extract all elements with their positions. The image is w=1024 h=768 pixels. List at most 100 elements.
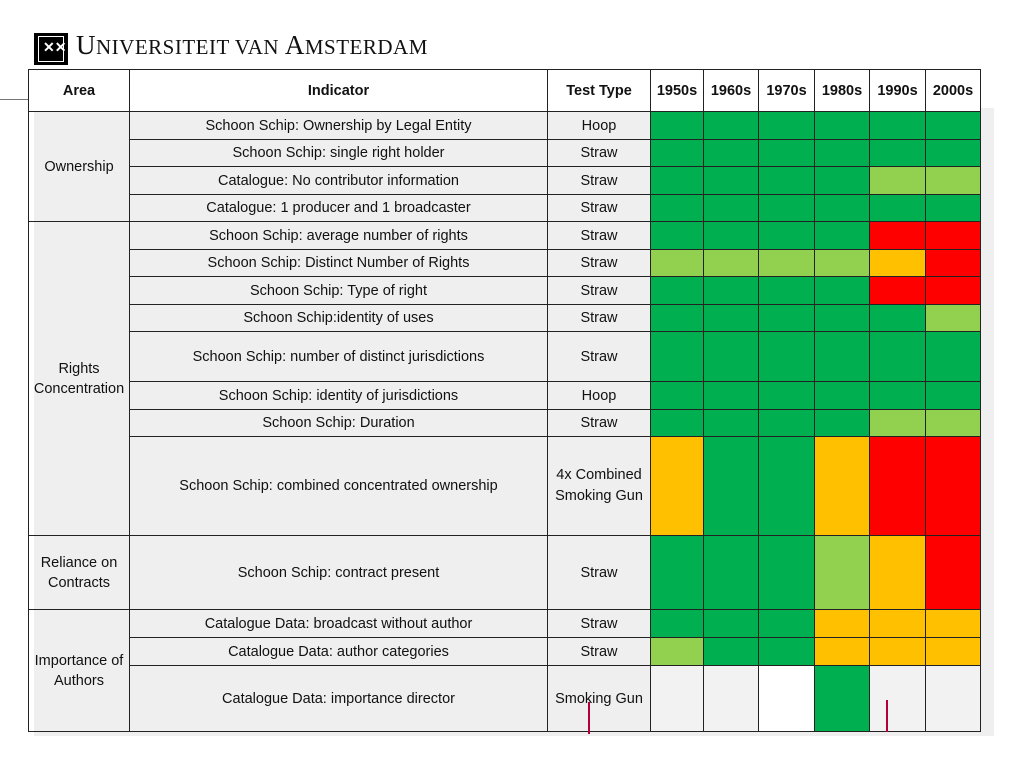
table-row: Schoon Schip: combined concentrated owne… <box>29 436 981 536</box>
rating-cell <box>814 249 870 277</box>
university-name: UNIVERSITEIT VAN AMSTERDAM <box>76 30 428 60</box>
test-type-cell: Straw <box>547 304 651 332</box>
rating-cell <box>814 665 870 732</box>
cursor-marker <box>886 700 888 732</box>
header-decade: 1990s <box>869 69 926 112</box>
rating-cell <box>869 381 926 410</box>
rating-cell <box>650 111 704 140</box>
table-row: Rights Concentration Schoon Schip: avera… <box>28 221 981 536</box>
test-type-cell: Hoop <box>547 381 651 410</box>
rating-cell <box>925 609 981 638</box>
rating-cell <box>869 221 926 250</box>
rating-cell <box>703 535 759 610</box>
rating-cell <box>703 609 759 638</box>
rating-cell <box>703 409 759 437</box>
rating-cell <box>814 221 870 250</box>
rating-cell <box>703 637 759 666</box>
rating-cell <box>925 304 981 332</box>
indicator-cell: Catalogue: 1 producer and 1 broadcaster <box>129 194 548 222</box>
rating-cell <box>650 665 704 732</box>
table-row: Schoon Schip: number of distinct jurisdi… <box>29 331 981 382</box>
rating-cell <box>814 637 870 666</box>
rating-cell <box>925 276 981 305</box>
rating-cell <box>650 194 704 222</box>
rating-cell <box>925 665 981 732</box>
table-row: Schoon Schip: identity of jurisdictions … <box>29 381 981 410</box>
indicator-cell: Schoon Schip: Ownership by Legal Entity <box>129 111 548 140</box>
rating-cell <box>925 409 981 437</box>
rating-cell <box>814 409 870 437</box>
rating-cell <box>925 637 981 666</box>
rating-cell <box>703 276 759 305</box>
rating-cell <box>869 139 926 167</box>
rating-cell <box>869 436 926 536</box>
area-reliance-on-contracts: Reliance on Contracts <box>28 535 130 610</box>
rating-cell <box>814 276 870 305</box>
rating-cell <box>758 249 815 277</box>
rating-cell <box>758 381 815 410</box>
rating-cell <box>650 381 704 410</box>
indicator-table: Area Indicator Test Type 1950s 1960s 197… <box>28 69 981 732</box>
rating-cell <box>703 111 759 140</box>
rating-cell <box>814 381 870 410</box>
rating-cell <box>758 665 815 732</box>
rating-cell <box>814 535 870 610</box>
table-row: Catalogue: No contributor information St… <box>29 166 981 195</box>
test-type-cell: Hoop <box>547 111 651 140</box>
rating-cell <box>650 139 704 167</box>
rating-cell <box>925 331 981 382</box>
test-type-cell: Straw <box>547 637 651 666</box>
table-row: Schoon Schip: single right holder Straw <box>29 139 981 167</box>
test-type-cell: Straw <box>547 276 651 305</box>
table-row: Ownership Schoon Schip: Ownership by Leg… <box>28 111 981 222</box>
rating-cell <box>650 304 704 332</box>
rating-cell <box>925 249 981 277</box>
test-type-cell: 4x Combined Smoking Gun <box>547 436 651 536</box>
rating-cell <box>925 221 981 250</box>
table-row: Catalogue: 1 producer and 1 broadcaster … <box>29 194 981 222</box>
rating-cell <box>925 166 981 195</box>
header-decade: 1960s <box>703 69 759 112</box>
rating-cell <box>814 139 870 167</box>
header-area: Area <box>28 69 130 112</box>
rating-cell <box>814 331 870 382</box>
rating-cell <box>703 166 759 195</box>
rating-cell <box>814 194 870 222</box>
rating-cell <box>925 139 981 167</box>
cursor-marker <box>588 702 590 734</box>
rating-cell <box>869 637 926 666</box>
indicator-cell: Schoon Schip: average number of rights <box>129 221 548 250</box>
rating-cell <box>758 276 815 305</box>
rating-cell <box>925 381 981 410</box>
rating-cell <box>869 249 926 277</box>
indicator-cell: Catalogue Data: broadcast without author <box>129 609 548 638</box>
rating-cell <box>758 436 815 536</box>
indicator-cell: Schoon Schip: combined concentrated owne… <box>129 436 548 536</box>
test-type-cell: Straw <box>547 221 651 250</box>
rating-cell <box>869 304 926 332</box>
rating-cell <box>650 331 704 382</box>
table-row: Reliance on Contracts Schoon Schip: cont… <box>28 535 981 610</box>
rating-cell <box>758 304 815 332</box>
indicator-cell: Catalogue Data: importance director <box>129 665 548 732</box>
indicator-cell: Catalogue Data: author categories <box>129 637 548 666</box>
rating-cell <box>703 139 759 167</box>
rating-cell <box>758 637 815 666</box>
rating-cell <box>869 409 926 437</box>
rating-cell <box>703 436 759 536</box>
table-row: Catalogue Data: author categories Straw <box>29 637 981 666</box>
rating-cell <box>758 139 815 167</box>
header-row: Area Indicator Test Type 1950s 1960s 197… <box>28 69 981 112</box>
indicator-cell: Schoon Schip: Duration <box>129 409 548 437</box>
rating-cell <box>925 436 981 536</box>
rating-cell <box>650 535 704 610</box>
rating-cell <box>703 194 759 222</box>
logo-crosses-icon: ✕✕✕ <box>43 39 79 55</box>
rating-cell <box>869 665 926 732</box>
test-type-cell: Straw <box>547 535 651 610</box>
indicator-cell: Schoon Schip: number of distinct jurisdi… <box>129 331 548 382</box>
header-decade: 1980s <box>814 69 870 112</box>
rating-cell <box>758 111 815 140</box>
rating-cell <box>650 276 704 305</box>
rating-cell <box>869 331 926 382</box>
